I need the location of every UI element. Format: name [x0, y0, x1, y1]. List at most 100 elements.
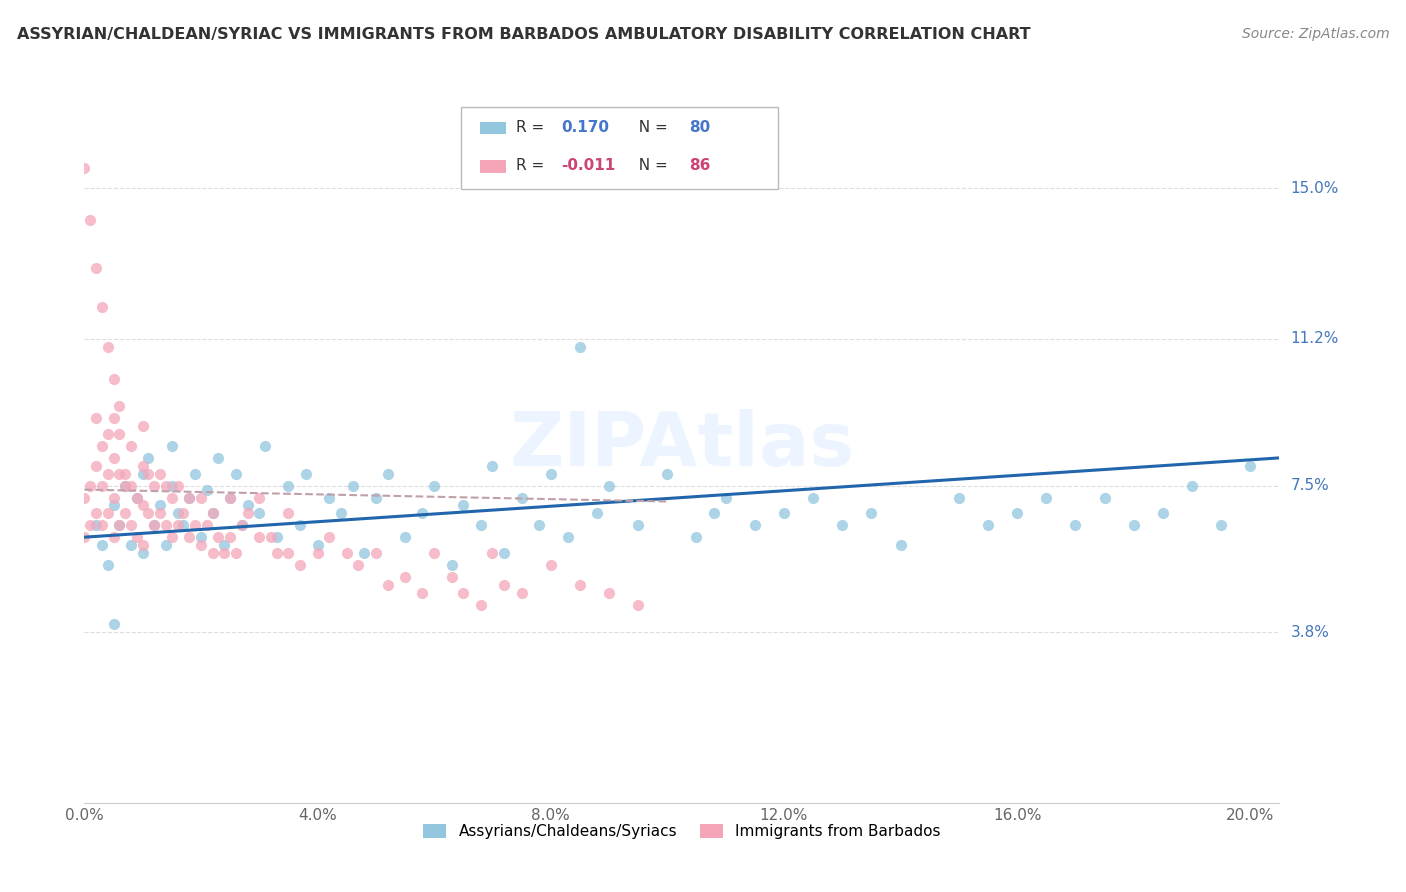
Point: [1122, 518, 1144, 533]
Point: [103, 411, 125, 425]
Point: [207, 450, 229, 465]
Point: [190, 530, 212, 544]
Point: [114, 478, 136, 492]
Point: [1181, 478, 1204, 492]
Point: [108, 427, 131, 442]
Point: [120, 518, 142, 533]
Point: [598, 585, 620, 599]
Point: [155, 518, 177, 533]
Point: [143, 518, 166, 533]
Point: [1211, 518, 1233, 533]
Text: N =: N =: [630, 158, 673, 173]
Point: [254, 439, 277, 453]
Point: [195, 483, 218, 497]
Point: [423, 546, 446, 560]
Text: -0.011: -0.011: [561, 158, 616, 173]
Point: [860, 507, 883, 521]
Point: [108, 400, 131, 414]
Point: [394, 570, 416, 584]
Point: [166, 518, 188, 533]
Point: [160, 530, 183, 544]
Point: [494, 546, 516, 560]
Point: [131, 546, 153, 560]
Point: [236, 507, 259, 521]
Point: [160, 439, 183, 453]
Point: [166, 478, 188, 492]
Point: [568, 578, 591, 592]
Point: [172, 518, 194, 533]
Point: [1005, 507, 1028, 521]
Point: [166, 507, 188, 521]
Point: [179, 491, 201, 505]
Point: [149, 467, 172, 481]
Text: 0.170: 0.170: [561, 120, 609, 135]
Point: [184, 518, 207, 533]
Text: 11.2%: 11.2%: [1291, 332, 1339, 346]
Point: [260, 530, 283, 544]
Point: [103, 499, 125, 513]
Point: [103, 617, 125, 632]
Point: [160, 478, 183, 492]
Point: [977, 518, 1000, 533]
Point: [342, 478, 364, 492]
Point: [155, 538, 177, 552]
Point: [627, 598, 650, 612]
Point: [307, 546, 329, 560]
Point: [377, 578, 399, 592]
Point: [131, 458, 153, 473]
Point: [295, 467, 318, 481]
Point: [125, 491, 148, 505]
Point: [453, 585, 475, 599]
Text: ASSYRIAN/CHALDEAN/SYRIAC VS IMMIGRANTS FROM BARBADOS AMBULATORY DISABILITY CORRE: ASSYRIAN/CHALDEAN/SYRIAC VS IMMIGRANTS F…: [17, 27, 1031, 42]
Text: 86: 86: [689, 158, 710, 173]
Point: [79, 213, 101, 227]
Point: [179, 530, 201, 544]
Point: [510, 585, 533, 599]
FancyBboxPatch shape: [479, 121, 506, 134]
Point: [103, 491, 125, 505]
Point: [1239, 458, 1261, 473]
Point: [84, 260, 107, 275]
Point: [179, 491, 201, 505]
Point: [773, 507, 796, 521]
FancyBboxPatch shape: [479, 161, 506, 173]
Point: [90, 439, 112, 453]
Point: [131, 538, 153, 552]
Point: [108, 518, 131, 533]
Point: [214, 546, 236, 560]
Text: R =: R =: [516, 120, 548, 135]
Point: [149, 499, 172, 513]
Point: [453, 499, 475, 513]
Point: [225, 546, 247, 560]
Point: [201, 507, 224, 521]
Point: [108, 467, 131, 481]
Point: [155, 478, 177, 492]
Point: [125, 530, 148, 544]
Point: [540, 467, 562, 481]
FancyBboxPatch shape: [461, 107, 778, 189]
Point: [214, 538, 236, 552]
Point: [219, 491, 242, 505]
Text: ZIPAtlas: ZIPAtlas: [509, 409, 855, 483]
Point: [97, 427, 120, 442]
Point: [172, 507, 194, 521]
Point: [97, 340, 120, 354]
Text: Source: ZipAtlas.com: Source: ZipAtlas.com: [1241, 27, 1389, 41]
Point: [247, 507, 270, 521]
Point: [84, 411, 107, 425]
Point: [90, 518, 112, 533]
Point: [801, 491, 824, 505]
Text: R =: R =: [516, 158, 548, 173]
Point: [90, 300, 112, 314]
Point: [120, 439, 142, 453]
Point: [73, 491, 96, 505]
Point: [219, 530, 242, 544]
Point: [318, 530, 340, 544]
Point: [568, 340, 591, 354]
Point: [103, 371, 125, 385]
Point: [97, 467, 120, 481]
Point: [377, 467, 399, 481]
Point: [329, 507, 352, 521]
Point: [598, 478, 620, 492]
Point: [195, 518, 218, 533]
